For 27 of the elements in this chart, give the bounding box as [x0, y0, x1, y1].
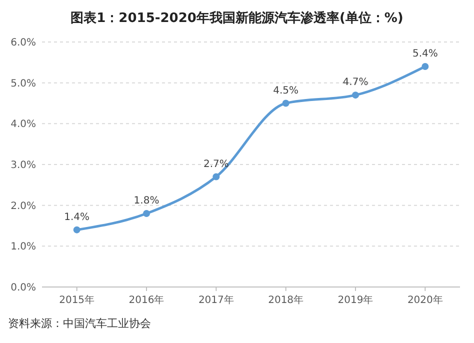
x-tick-label: 2018年	[268, 294, 304, 306]
y-tick-label: 6.0%	[10, 38, 36, 48]
point	[282, 100, 290, 107]
point	[422, 63, 429, 70]
point	[212, 173, 220, 180]
y-tick-label: 4.0%	[10, 119, 36, 130]
x-tick-label: 2020年	[407, 294, 443, 306]
y-tick-label: 0.0%	[10, 282, 36, 294]
x-tick-label: 2016年	[128, 294, 164, 306]
chart-title: 图表1：2015-2020年我国新能源汽车渗透率(单位：%)	[70, 10, 404, 26]
y-tick-label: 5.0%	[10, 78, 36, 90]
point	[352, 92, 359, 99]
text: 资料来源：中国汽车工业协会	[8, 317, 151, 330]
x-tick-label: 2015年	[59, 294, 95, 306]
y-tick-label: 1.0%	[10, 242, 36, 253]
data-label: 5.4%	[412, 48, 438, 60]
point	[73, 226, 80, 234]
data-label: 1.4%	[64, 212, 90, 223]
data-label: 1.8%	[134, 196, 160, 206]
data-label: 4.7%	[342, 77, 368, 88]
y-tick-label: 3.0%	[10, 160, 36, 171]
y-tick-label: 2.0%	[10, 200, 36, 212]
data-label: 2.7%	[203, 158, 229, 170]
x-tick-label: 2017年	[198, 294, 234, 306]
data-label: 4.5%	[273, 85, 299, 96]
point	[143, 210, 150, 217]
x-tick-label: 2019年	[338, 294, 374, 306]
